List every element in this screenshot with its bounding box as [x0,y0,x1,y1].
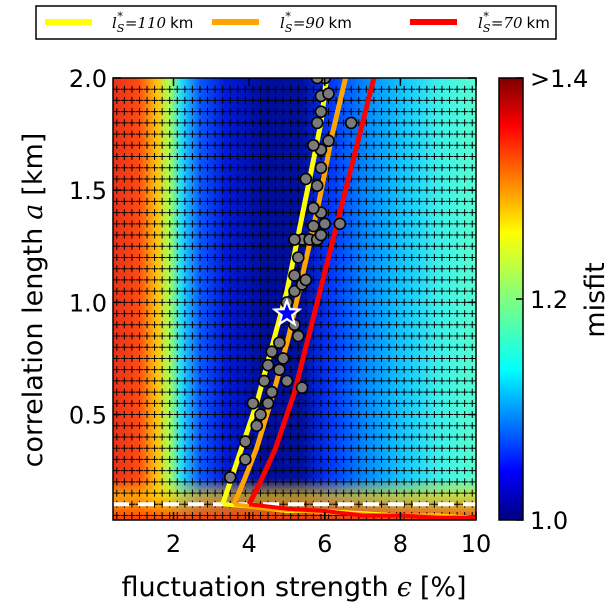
x-tick-label: 4 [241,530,256,558]
model-point [322,134,335,148]
model-point [265,345,279,359]
colorbar-tick-label: 1.0 [530,507,568,535]
y-tick-label: 1.0 [69,289,107,317]
x-tick-label: 2 [166,530,181,558]
model-point [314,161,328,175]
model-point [276,352,290,365]
model-point [239,453,252,466]
model-point [273,363,286,376]
contour-line-2 [246,78,377,506]
model-point [246,397,260,410]
model-point [318,217,332,231]
colorbar-label: misfit [580,262,611,337]
x-axis: 2 4 6 8 10 [166,78,491,558]
model-point [288,269,301,282]
model-point [273,336,286,350]
model-point [333,217,347,231]
model-point [265,385,279,399]
legend-label-70: lS* =70 km [478,10,550,35]
model-point [261,358,275,372]
tail-line-2 [248,502,476,520]
colorbar-tick-label: >1.4 [530,65,588,93]
model-point [310,116,324,130]
model-point [250,419,263,433]
lower-boundary-tails [222,502,476,520]
colorbar-ticks: 1.0 1.2 >1.4 [516,65,588,535]
best-fit-star-marker [271,297,303,327]
x-tick-label: 10 [461,530,492,558]
x-tick-label: 6 [317,530,332,558]
model-point [344,116,358,130]
model-point [261,397,275,410]
model-point [257,374,271,388]
y-tick-label: 1.5 [69,177,107,205]
x-axis-title: fluctuation strength ϵ [%] [121,572,466,603]
model-point [288,233,301,246]
legend: lS* =110 km lS* =90 km lS* =70 km [35,5,557,40]
model-point [254,408,267,421]
model-point [314,105,328,118]
y-tick-label: 0.5 [69,402,107,430]
model-point [299,273,313,287]
model-point [307,139,320,152]
legend-entry-70: lS* =70 km [410,10,550,35]
y-tick-label: 2.0 [69,65,107,93]
plot-area: 2 4 6 8 10 0.5 1.0 1.5 2.0 [69,65,491,558]
model-point [299,172,313,186]
model-point [295,381,309,394]
legend-entry-110: lS* =110 km [45,10,193,35]
model-point [291,251,305,264]
model-point [314,228,328,242]
model-point [307,219,320,233]
x-tick-label: 8 [393,530,408,558]
y-axis: 0.5 1.0 1.5 2.0 [69,65,476,430]
model-point [223,471,237,484]
plot-frame [112,77,477,521]
model-point [239,435,252,448]
misfit-field [113,78,476,520]
legend-label-110: lS* =110 km [112,10,193,35]
accepted-models [223,78,358,484]
model-point [310,78,324,85]
heatmap-field [113,78,476,520]
legend-entry-90: lS* =90 km [212,10,352,35]
colorbar: 1.0 1.2 >1.4 misfit [498,65,611,535]
contour-line-1 [231,78,348,506]
y-axis-title: correlation lengtha[km] [18,133,49,468]
colorbar-tick-label: 1.2 [530,286,568,314]
model-point [280,374,294,388]
model-point [307,201,320,215]
model-point [322,87,335,101]
legend-label-90: lS* =90 km [280,10,352,35]
model-point [291,329,305,343]
model-point [310,179,324,192]
legend-box [35,5,557,40]
